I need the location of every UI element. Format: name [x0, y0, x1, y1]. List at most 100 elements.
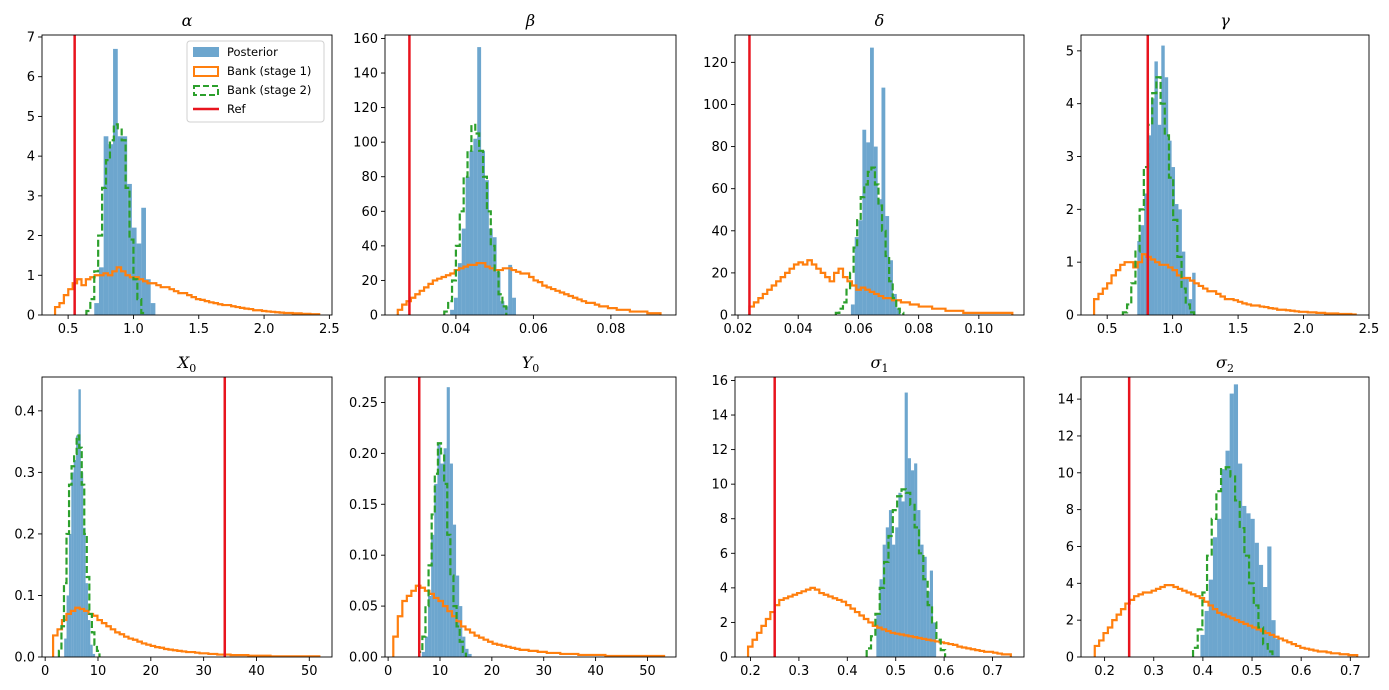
posterior-bar: [1147, 135, 1152, 315]
y-tick-label: 16: [711, 374, 728, 389]
bank-stage2-line: [57, 434, 101, 657]
posterior-bar: [879, 579, 883, 657]
y-tick-label: 0.10: [349, 549, 378, 564]
bank-stage1-line: [396, 262, 662, 315]
posterior-bar: [78, 389, 81, 657]
posterior-bar: [881, 87, 886, 315]
y-tick-label: 0: [370, 309, 378, 324]
posterior-bar: [1275, 638, 1280, 657]
subplot-title: γ: [1220, 11, 1230, 30]
x-tick-label: 2.5: [319, 322, 340, 337]
y-tick-label: 8: [720, 512, 728, 527]
posterior-bar: [87, 620, 91, 657]
posterior-bar: [866, 142, 871, 315]
title-main: Y: [522, 353, 534, 372]
x-tick-label: 0.4: [837, 664, 858, 679]
y-tick-label: 4: [27, 150, 35, 165]
posterior-bar: [854, 237, 859, 315]
y-tick-label: 40: [711, 224, 728, 239]
x-tick-label: 1.0: [1162, 322, 1183, 337]
posterior-bar: [876, 613, 880, 657]
bank-stage2-line: [865, 488, 947, 657]
x-tick-label: 1.0: [123, 322, 144, 337]
y-tick-label: 60: [711, 182, 728, 197]
axes-frame: [384, 376, 677, 658]
bank-stage2-line: [1191, 466, 1274, 657]
title-subscript: 2: [1227, 362, 1234, 375]
posterior-bar: [1221, 469, 1226, 657]
posterior-bar: [434, 483, 438, 657]
posterior-bar: [1246, 513, 1251, 657]
x-tick-label: 10: [432, 664, 449, 679]
y-tick-label: 6: [27, 70, 35, 85]
x-tick-label: 0.06: [519, 322, 548, 337]
posterior-bar: [926, 591, 930, 657]
subplot-title: Y0: [522, 353, 540, 375]
posterior-bar: [895, 527, 899, 657]
axes-frame: [734, 376, 1025, 658]
y-tick-label: 0.2: [14, 527, 35, 542]
posterior-bar: [1212, 537, 1218, 657]
posterior-bar: [1151, 98, 1155, 315]
bank-stage1-line: [1093, 584, 1359, 657]
posterior-bar: [888, 510, 893, 657]
y-tick-label: 2: [720, 616, 728, 631]
posterior-bar: [870, 47, 874, 315]
posterior-bar: [85, 583, 88, 657]
legend-label-bank1: Bank (stage 1): [227, 64, 311, 78]
posterior-bar: [66, 595, 69, 657]
y-tick-label: 0: [720, 651, 728, 666]
bank-stage1-line: [1092, 253, 1357, 315]
posterior-bar: [71, 472, 74, 657]
y-tick-label: 1: [1066, 256, 1074, 271]
posterior-bar: [488, 228, 493, 315]
y-tick-label: 20: [361, 274, 378, 289]
plot-area: [53, 35, 321, 315]
legend-handle-bank2: [193, 85, 219, 96]
x-tick-label: 30: [535, 664, 552, 679]
x-tick-label: 0.06: [844, 322, 873, 337]
posterior-bar: [83, 527, 86, 657]
y-tick-label: 4: [1066, 577, 1074, 592]
plot-area: [746, 377, 1012, 657]
x-tick-label: 0.3: [1143, 664, 1164, 679]
legend-item-bank2: Bank (stage 2): [193, 83, 311, 97]
posterior-bar: [1140, 225, 1145, 315]
x-tick-label: 50: [639, 664, 656, 679]
subplot-3: 0.02 0.04 0.06 0.08 0.10 0 20 40 60 80 100 120 δ: [703, 11, 1025, 337]
y-tick-label: 12: [711, 443, 728, 458]
x-tick-label: 0.5: [1242, 664, 1263, 679]
posterior-bar: [892, 293, 897, 315]
legend-item-ref: Ref: [193, 102, 247, 116]
y-tick-label: 140: [353, 67, 378, 82]
legend-handle-bank1: [193, 66, 219, 77]
legend-item-posterior: Posterior: [193, 45, 278, 59]
y-tick-label: 160: [353, 32, 378, 47]
posterior-bar: [508, 264, 513, 315]
title-main: σ: [871, 353, 883, 372]
posterior-bar: [68, 533, 72, 657]
posterior-bar: [873, 146, 878, 315]
posterior-bar: [1225, 450, 1230, 657]
posterior-bar: [500, 301, 505, 315]
posterior-bar: [1137, 241, 1141, 315]
posterior-bar: [469, 150, 474, 315]
subplot-2: 0.04 0.06 0.08 0 20 40 60 80 100 120 140 160 β: [353, 11, 677, 337]
legend-label-bank2: Bank (stage 2): [227, 83, 311, 97]
y-tick-label: 14: [711, 409, 728, 424]
posterior-bar: [473, 138, 478, 315]
y-tick-label: 3: [1066, 150, 1074, 165]
posterior-bar: [1267, 546, 1272, 657]
x-tick-label: 20: [484, 664, 501, 679]
posterior-bar: [428, 595, 432, 657]
y-tick-label: 2: [27, 229, 35, 244]
posterior-bar: [461, 228, 466, 315]
y-tick-label: 120: [353, 101, 378, 116]
y-tick-label: 40: [361, 239, 378, 254]
subplot-title: β: [525, 11, 535, 30]
posterior-bar: [94, 303, 99, 315]
posterior-bar: [141, 207, 146, 315]
legend-item-bank1: Bank (stage 1): [193, 64, 311, 78]
posterior-bar: [901, 501, 905, 657]
